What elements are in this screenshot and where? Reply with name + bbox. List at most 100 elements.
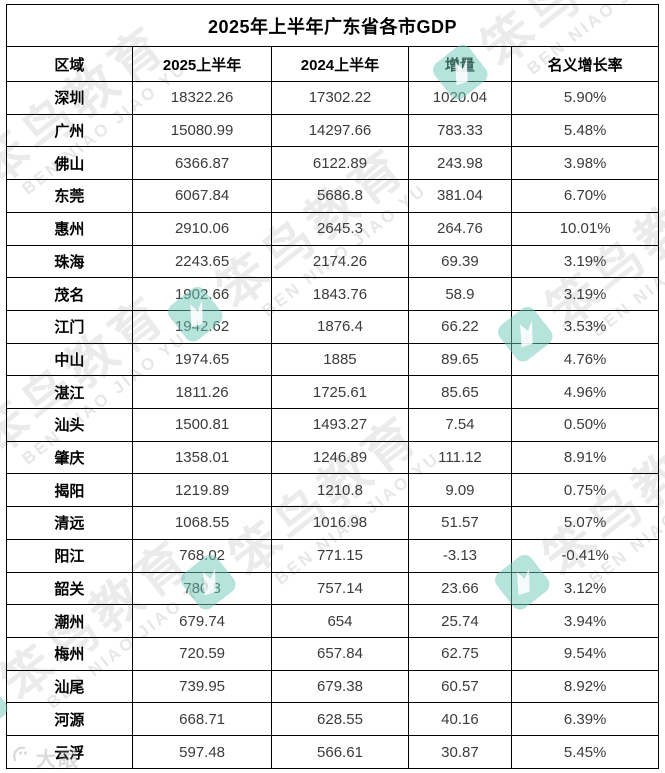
table-row: 河源 668.71 628.55 40.16 6.39% xyxy=(6,702,659,737)
city-name: 河源 xyxy=(6,702,133,737)
column-header: 2024上半年 xyxy=(271,46,409,82)
city-name: 云浮 xyxy=(6,735,133,769)
cell-value: 597.48 xyxy=(131,735,273,769)
cell-value: 111.12 xyxy=(407,440,513,475)
cell-value: -3.13 xyxy=(407,538,513,573)
cell-value: 783.33 xyxy=(407,113,513,148)
city-name: 揭阳 xyxy=(6,473,133,508)
cell-value: 4.96% xyxy=(511,375,659,410)
cell-value: 628.55 xyxy=(271,702,409,737)
cell-value: 1974.65 xyxy=(131,342,273,377)
cell-value: 0.50% xyxy=(511,408,659,442)
cell-value: 0.75% xyxy=(511,473,659,508)
cell-value: 40.16 xyxy=(407,702,513,737)
cell-value: 1358.01 xyxy=(131,440,273,475)
city-name: 肇庆 xyxy=(6,440,133,475)
cell-value: 58.9 xyxy=(407,277,513,311)
column-header: 名义增长率 xyxy=(511,46,659,82)
cell-value: 1876.4 xyxy=(271,309,409,344)
table-title: 2025年上半年广东省各市GDP xyxy=(6,4,659,47)
cell-value: 62.75 xyxy=(407,636,513,671)
city-name: 东莞 xyxy=(6,179,133,213)
cell-value: 4.76% xyxy=(511,342,659,377)
cell-value: 23.66 xyxy=(407,571,513,606)
cell-value: 2910.06 xyxy=(131,211,273,246)
cell-value: 243.98 xyxy=(407,146,513,181)
gdp-table: 2025年上半年广东省各市GDP 区域 2025上半年 2024上半年 增量 名义增长率… xyxy=(6,4,659,769)
cell-value: 7.54 xyxy=(407,408,513,442)
cell-value: 5686.8 xyxy=(271,179,409,213)
table-row: 广州 15080.99 14297.66 783.33 5.48% xyxy=(6,113,659,148)
table-row: 韶关 780.8 757.14 23.66 3.12% xyxy=(6,571,659,606)
column-header: 区域 xyxy=(6,46,133,82)
cell-value: 264.76 xyxy=(407,211,513,246)
table-row: 东莞 6067.84 5686.8 381.04 6.70% xyxy=(6,179,659,213)
cell-value: 6122.89 xyxy=(271,146,409,181)
cell-value: 9.09 xyxy=(407,473,513,508)
cell-value: 18322.26 xyxy=(131,81,273,115)
table-row: 揭阳 1219.89 1210.8 9.09 0.75% xyxy=(6,473,659,508)
cell-value: 2243.65 xyxy=(131,244,273,279)
cell-value: 1068.55 xyxy=(131,506,273,540)
table-row: 佛山 6366.87 6122.89 243.98 3.98% xyxy=(6,146,659,181)
cell-value: 3.94% xyxy=(511,604,659,638)
cell-value: 771.15 xyxy=(271,538,409,573)
city-name: 汕头 xyxy=(6,408,133,442)
cell-value: 1500.81 xyxy=(131,408,273,442)
table-row: 江门 1942.62 1876.4 66.22 3.53% xyxy=(6,309,659,344)
table-row: 茂名 1902.66 1843.76 58.9 3.19% xyxy=(6,277,659,311)
city-name: 梅州 xyxy=(6,636,133,671)
table-row: 汕头 1500.81 1493.27 7.54 0.50% xyxy=(6,408,659,442)
cell-value: 1219.89 xyxy=(131,473,273,508)
cell-value: 1246.89 xyxy=(271,440,409,475)
cell-value: 720.59 xyxy=(131,636,273,671)
cell-value: 757.14 xyxy=(271,571,409,606)
cell-value: 25.74 xyxy=(407,604,513,638)
cell-value: -0.41% xyxy=(511,538,659,573)
cell-value: 1811.26 xyxy=(131,375,273,410)
cell-value: 5.45% xyxy=(511,735,659,769)
city-name: 中山 xyxy=(6,342,133,377)
city-name: 潮州 xyxy=(6,604,133,638)
cell-value: 381.04 xyxy=(407,179,513,213)
city-name: 江门 xyxy=(6,309,133,344)
table-row: 惠州 2910.06 2645.3 264.76 10.01% xyxy=(6,211,659,246)
cell-value: 6366.87 xyxy=(131,146,273,181)
cell-value: 739.95 xyxy=(131,669,273,704)
cell-value: 3.53% xyxy=(511,309,659,344)
cell-value: 679.74 xyxy=(131,604,273,638)
cell-value: 3.12% xyxy=(511,571,659,606)
cell-value: 15080.99 xyxy=(131,113,273,148)
city-name: 汕尾 xyxy=(6,669,133,704)
city-name: 韶关 xyxy=(6,571,133,606)
city-name: 惠州 xyxy=(6,211,133,246)
cell-value: 5.90% xyxy=(511,81,659,115)
table-row: 汕尾 739.95 679.38 60.57 8.92% xyxy=(6,669,659,704)
cell-value: 1885 xyxy=(271,342,409,377)
table-row: 云浮 597.48 566.61 30.87 5.45% xyxy=(6,735,659,769)
cell-value: 3.19% xyxy=(511,277,659,311)
cell-value: 51.57 xyxy=(407,506,513,540)
cell-value: 60.57 xyxy=(407,669,513,704)
cell-value: 8.91% xyxy=(511,440,659,475)
cell-value: 657.84 xyxy=(271,636,409,671)
city-name: 茂名 xyxy=(6,277,133,311)
cell-value: 5.48% xyxy=(511,113,659,148)
cell-value: 10.01% xyxy=(511,211,659,246)
table-row: 珠海 2243.65 2174.26 69.39 3.19% xyxy=(6,244,659,279)
cell-value: 1902.66 xyxy=(131,277,273,311)
cell-value: 1493.27 xyxy=(271,408,409,442)
cell-value: 2174.26 xyxy=(271,244,409,279)
cell-value: 768.02 xyxy=(131,538,273,573)
cell-value: 69.39 xyxy=(407,244,513,279)
cell-value: 1942.62 xyxy=(131,309,273,344)
table-row: 清远 1068.55 1016.98 51.57 5.07% xyxy=(6,506,659,540)
cell-value: 9.54% xyxy=(511,636,659,671)
column-header: 增量 xyxy=(407,46,513,82)
cell-value: 8.92% xyxy=(511,669,659,704)
table-row: 梅州 720.59 657.84 62.75 9.54% xyxy=(6,636,659,671)
cell-value: 6067.84 xyxy=(131,179,273,213)
cell-value: 3.98% xyxy=(511,146,659,181)
column-header: 2025上半年 xyxy=(131,46,273,82)
table-body: 深圳 18322.26 17302.22 1020.04 5.90% 广州 15080.99… xyxy=(6,81,659,769)
